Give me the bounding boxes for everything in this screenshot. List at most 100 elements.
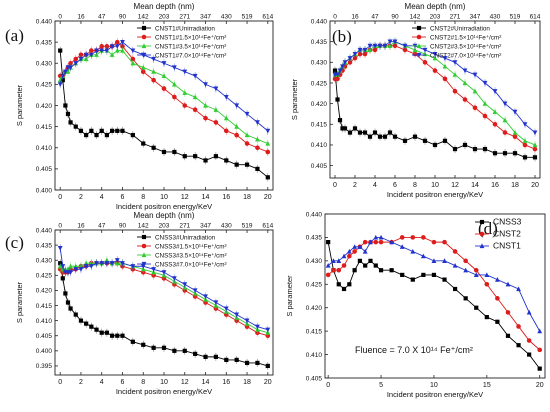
data-point [83, 52, 89, 58]
data-point [203, 82, 208, 87]
data-point [109, 128, 115, 133]
data-point [516, 324, 521, 329]
y-tick-label: 0.410 [306, 352, 323, 359]
data-point [378, 239, 384, 245]
data-point [234, 162, 239, 167]
top-tick-label: 16 [77, 14, 85, 21]
data-point [172, 149, 177, 155]
series-line [327, 236, 541, 351]
chart-panel-d: 0 5 10 15 20 0.405 0.410 0.415 0.420 0.425 0.430 0.… [285, 211, 546, 399]
y-tick-label: 0.400 [36, 348, 53, 355]
data-point [410, 235, 416, 240]
data-point [505, 310, 511, 315]
legend-marker [416, 43, 422, 49]
data-point [400, 272, 405, 278]
legend-marker [416, 25, 422, 31]
data-point [213, 154, 219, 159]
data-point [78, 128, 84, 133]
data-point [537, 366, 542, 371]
data-point [452, 262, 458, 268]
data-point [114, 44, 120, 49]
data-point [362, 130, 368, 135]
data-point [484, 281, 490, 287]
legend-label: CNST1 [493, 240, 521, 250]
top-tick-label: 142 [138, 223, 149, 230]
data-point [60, 78, 65, 83]
top-tick-label: 0 [333, 14, 337, 21]
y-tick-label: 0.435 [306, 235, 323, 242]
top-tick-label: 142 [410, 14, 421, 21]
data-point [255, 324, 260, 330]
data-point [325, 262, 331, 268]
data-point [505, 333, 511, 338]
data-point [502, 130, 508, 135]
legend-marker [416, 52, 422, 58]
x-tick-label: 15 [483, 382, 491, 389]
data-point [151, 56, 157, 62]
y-tick-label: 0.410 [36, 318, 53, 325]
top-tick-label: 519 [242, 14, 253, 21]
data-point [325, 272, 331, 278]
data-point [537, 328, 543, 334]
data-point [389, 268, 394, 273]
y-tick-label: 0.430 [36, 258, 53, 265]
data-point [161, 270, 167, 275]
top-tick-label: 0 [58, 223, 62, 230]
legend-label: CNSS3#1.5×10¹⁴Fe⁺/cm² [155, 243, 227, 250]
y-tick-label: 0.415 [311, 122, 328, 129]
data-point [532, 130, 538, 136]
data-point [84, 132, 89, 138]
data-point [78, 267, 84, 272]
top-axis-title: Mean depth (nm) [134, 2, 195, 11]
legend-label: CNST2#Unirradiation [430, 25, 490, 32]
legend-marker [479, 219, 485, 225]
data-point [182, 69, 188, 75]
data-point [422, 60, 428, 65]
data-point [347, 282, 352, 287]
top-tick-label: 142 [138, 14, 149, 21]
data-point [352, 55, 358, 61]
data-point [421, 235, 426, 240]
data-point [130, 339, 135, 344]
data-point [255, 136, 260, 142]
data-point [342, 126, 348, 131]
data-point [73, 56, 79, 62]
top-tick-label: 203 [430, 14, 441, 21]
data-point [120, 40, 125, 45]
legend-marker [416, 34, 422, 40]
data-point [213, 86, 219, 92]
data-point [410, 277, 415, 282]
data-point [94, 48, 99, 54]
data-point [512, 151, 518, 156]
data-point [484, 272, 490, 278]
x-axis-label: Incident positron energy/KeV [116, 387, 212, 396]
top-tick-label: 271 [179, 14, 190, 21]
data-point [473, 272, 479, 278]
data-point [505, 281, 511, 287]
y-tick-label: 0.435 [311, 39, 328, 46]
data-point [331, 267, 336, 273]
data-point [223, 306, 229, 312]
data-point [442, 239, 447, 245]
y-tick-label: 0.430 [311, 60, 328, 67]
data-point [255, 166, 260, 171]
legend-label: CNSS3#Unirradiation [155, 234, 216, 241]
data-point [402, 47, 408, 53]
data-point [73, 124, 78, 129]
data-point [336, 267, 342, 273]
data-point [130, 56, 136, 62]
y-tick-label: 0.420 [36, 288, 53, 295]
data-point [340, 126, 345, 131]
legend-label: CNST1#1.5×10¹⁴Fe⁺/cm² [155, 34, 226, 41]
data-point [223, 115, 229, 121]
data-point [452, 249, 458, 254]
series-line [59, 50, 269, 178]
data-point [431, 239, 437, 245]
fluence-annotation: Fluence = 7.0 X 10¹⁴ Fe⁺/cm² [355, 345, 473, 355]
legend-marker [141, 52, 147, 58]
legend-label: CNST1#3.5×10¹⁴Fe⁺/cm² [155, 43, 226, 50]
data-point [182, 348, 187, 353]
x-tick-label: 20 [531, 182, 539, 189]
data-point [203, 115, 208, 121]
data-point [265, 363, 270, 369]
